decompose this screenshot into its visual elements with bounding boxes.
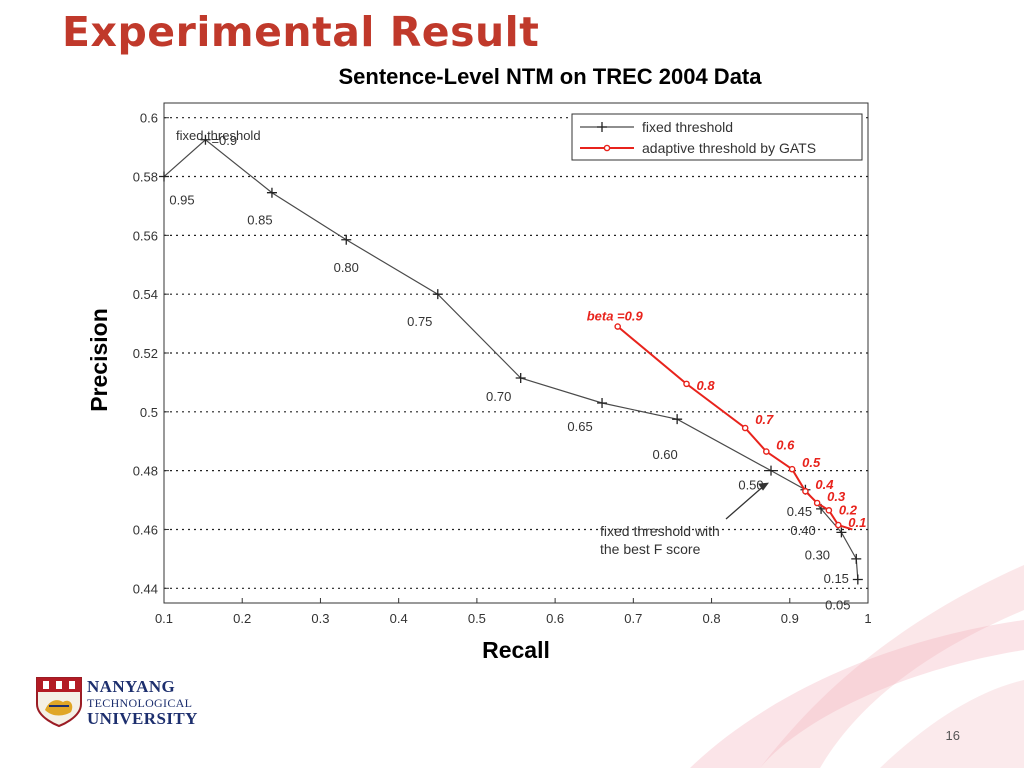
slide-title: Experimental Result bbox=[62, 8, 540, 56]
fixed-threshold-point bbox=[200, 134, 211, 145]
fixed-threshold-point-label: 0.45 bbox=[787, 504, 812, 519]
point-labels: 0.95 =0.9 0.85 0.80 0.75 0.70 0.65 0.60 0.50 0.45… bbox=[169, 133, 866, 613]
adaptive-threshold-point-label: 0.1 bbox=[848, 515, 866, 530]
fixed-threshold-point-label: 0.30 bbox=[805, 547, 830, 562]
fixed-threshold-point-label: 0.40 bbox=[790, 523, 815, 538]
crest-icon bbox=[36, 677, 82, 728]
adaptive-threshold-point bbox=[741, 424, 749, 432]
y-axis-label: Precision bbox=[86, 308, 112, 412]
y-tick-label: 0.48 bbox=[133, 464, 158, 479]
legend-adaptive-label: adaptive threshold by GATS bbox=[642, 140, 816, 156]
adaptive-threshold-point-label: 0.4 bbox=[815, 477, 834, 492]
fixed-threshold-point-label: 0.80 bbox=[334, 260, 359, 275]
fixed-threshold-point bbox=[597, 398, 608, 408]
fixed-threshold-point-label: 0.85 bbox=[247, 213, 272, 228]
fixed-threshold-point-label: 0.95 bbox=[169, 193, 194, 208]
fixed-threshold-point bbox=[341, 234, 352, 245]
adaptive-threshold-point bbox=[802, 487, 809, 495]
plot-frame bbox=[163, 102, 869, 604]
annotation-arrow-head bbox=[758, 482, 770, 491]
annotations: fixed threshold fixed threshold with the b… bbox=[176, 128, 770, 557]
x-tick-label: 0.6 bbox=[546, 611, 564, 626]
adaptive-threshold-point bbox=[825, 507, 833, 514]
adaptive-threshold-line bbox=[617, 325, 853, 531]
fixed-threshold-point bbox=[766, 465, 777, 476]
adaptive-threshold-point bbox=[614, 323, 621, 330]
chart-title: Sentence-Level NTM on TREC 2004 Data bbox=[338, 64, 762, 89]
adaptive-threshold-point-label: beta =0.9 bbox=[587, 309, 644, 324]
logo-line-2: TECHNOLOGICAL bbox=[87, 696, 193, 710]
logo-line-3: UNIVERSITY bbox=[87, 709, 198, 728]
fixed-threshold-point-label: 0.50 bbox=[738, 478, 763, 493]
fixed-threshold-point-label: 0.75 bbox=[407, 314, 432, 329]
x-tick-label: 0.3 bbox=[311, 611, 329, 626]
fixed-threshold-point bbox=[159, 171, 169, 182]
x-tick-label: 0.8 bbox=[703, 611, 721, 626]
x-tick-label: 0.5 bbox=[468, 611, 486, 626]
adaptive-threshold-point-label: 0.8 bbox=[697, 378, 716, 393]
logo-line-1: NANYANG bbox=[87, 677, 176, 696]
fixed-threshold-point bbox=[266, 187, 277, 198]
adaptive-threshold-point-label: 0.6 bbox=[776, 438, 795, 453]
fixed-threshold-point bbox=[852, 574, 863, 585]
fixed-threshold-point-label: 0.05 bbox=[825, 597, 850, 612]
adaptive-threshold-point bbox=[763, 448, 770, 455]
fixed-threshold-point bbox=[672, 414, 683, 425]
adaptive-threshold-point-label: 0.2 bbox=[839, 502, 858, 517]
annotation-best-f-line2: the best F score bbox=[600, 541, 701, 557]
x-axis-label: Recall bbox=[482, 637, 550, 663]
legend-adaptive-marker bbox=[603, 144, 611, 152]
y-tick-label: 0.54 bbox=[133, 287, 158, 302]
y-tick-label: 0.6 bbox=[140, 111, 158, 126]
fixed-threshold-point-label: =0.9 bbox=[211, 133, 237, 148]
series bbox=[159, 134, 863, 585]
x-tick-label: 0.4 bbox=[390, 611, 408, 626]
legend: fixed threshold adaptive threshold by GAT… bbox=[571, 113, 863, 161]
legend-box bbox=[571, 113, 863, 161]
x-tick-label: 1 bbox=[864, 611, 871, 626]
y-tick-label: 0.52 bbox=[133, 346, 158, 361]
x-tick-label: 0.9 bbox=[781, 611, 799, 626]
axes: 0.440.460.480.50.520.540.560.580.60.1 0.2… bbox=[133, 111, 872, 626]
adaptive-threshold-point bbox=[788, 465, 796, 473]
slide-number: 16 bbox=[945, 728, 960, 743]
fixed-threshold-point-label: 0.60 bbox=[652, 447, 677, 462]
x-tick-label: 0.7 bbox=[624, 611, 642, 626]
fixed-threshold-point bbox=[851, 553, 862, 564]
adaptive-threshold-point bbox=[813, 499, 821, 507]
annotation-best-f-line1: fixed threshold with bbox=[600, 523, 720, 539]
x-tick-label: 0.1 bbox=[155, 611, 173, 626]
legend-fixed-marker bbox=[597, 122, 607, 132]
background-swoosh bbox=[690, 565, 1024, 768]
legend-fixed-label: fixed threshold bbox=[642, 119, 733, 135]
adaptive-threshold-point-label: 0.5 bbox=[802, 455, 821, 470]
fixed-threshold-line bbox=[163, 138, 859, 580]
y-tick-label: 0.58 bbox=[133, 170, 158, 185]
annotation-arrow-shaft bbox=[725, 486, 764, 520]
adaptive-threshold-point bbox=[834, 521, 842, 529]
y-tick-label: 0.46 bbox=[133, 522, 158, 537]
fixed-threshold-point bbox=[836, 527, 847, 538]
fixed-threshold-point-label: 0.65 bbox=[567, 419, 592, 434]
y-tick-label: 0.56 bbox=[133, 228, 158, 243]
adaptive-threshold-point-label: 0.3 bbox=[827, 489, 846, 504]
x-tick-label: 0.2 bbox=[233, 611, 251, 626]
adaptive-threshold-point-label: 0.7 bbox=[755, 412, 774, 427]
fixed-threshold-point bbox=[432, 289, 443, 300]
fixed-threshold-point-label: 0.70 bbox=[486, 389, 511, 404]
fixed-threshold-point-label: 0.15 bbox=[824, 571, 849, 586]
university-logo: NANYANG TECHNOLOGICAL UNIVERSITY bbox=[35, 676, 205, 736]
y-tick-label: 0.44 bbox=[133, 581, 158, 596]
adaptive-threshold-point bbox=[683, 380, 690, 388]
fixed-threshold-point bbox=[515, 373, 526, 383]
annotation-fixed-threshold: fixed threshold bbox=[176, 128, 261, 143]
y-tick-label: 0.5 bbox=[140, 405, 158, 420]
